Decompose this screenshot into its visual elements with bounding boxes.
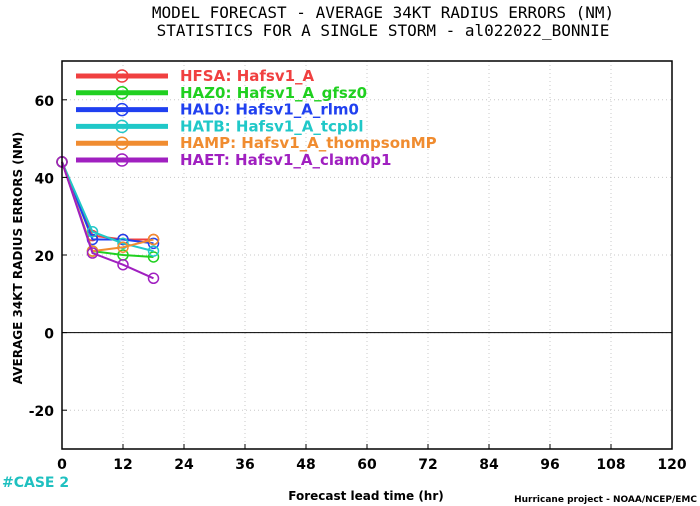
series-hamp [56, 156, 160, 257]
series-hfsa [56, 156, 160, 246]
legend-swatch-marker [115, 102, 129, 117]
legend-swatch-marker [115, 119, 129, 134]
series-line [61, 161, 154, 253]
legend-item: HAL0: Hafsv1_A_rlm0 [76, 101, 359, 119]
legend-item: HAET: Hafsv1_A_clam0p1 [76, 151, 391, 169]
x-tick-label: 120 [657, 457, 686, 473]
x-tick-label: 0 [57, 457, 67, 473]
series-haet [56, 156, 160, 285]
legend-label: HAL0: Hafsv1_A_rlm0 [180, 101, 359, 119]
data-point [117, 258, 129, 271]
x-tick-label: 72 [418, 457, 437, 473]
grid [61, 61, 673, 449]
x-tick-labels: 0 12 24 36 48 60 72 84 96 108 120 [57, 444, 687, 473]
x-tick-label: 84 [479, 457, 499, 473]
data-point [117, 237, 129, 250]
y-axis-label: AVERAGE 34KT RADIUS ERRORS (NM) [11, 132, 25, 384]
x-tick-label: 60 [357, 457, 377, 473]
legend-label: HATB: Hafsv1_A_tcpbl [180, 117, 364, 135]
series-line [61, 161, 154, 280]
chart-subtitle: STATISTICS FOR A SINGLE STORM - al022022… [157, 21, 610, 40]
legend-swatch-marker [115, 136, 129, 150]
data-point [86, 247, 99, 259]
x-tick-label: 108 [596, 457, 625, 473]
y-tick-label: 60 [35, 94, 55, 110]
case-label: #CASE 2 [2, 475, 69, 491]
legend-item: HAMP: Hafsv1_A_thompsonMP [76, 134, 437, 152]
credit-text: Hurricane project - NOAA/NCEP/EMC [514, 495, 697, 505]
series-haz0 [56, 156, 160, 263]
y-tick-label: 0 [44, 327, 54, 343]
chart-title: MODEL FORECAST - AVERAGE 34KT RADIUS ERR… [152, 3, 614, 22]
x-tick-label: 12 [113, 457, 132, 473]
y-tick-labels: -20 0 20 40 60 [29, 94, 67, 420]
data-point [117, 233, 129, 246]
data-point [147, 233, 160, 246]
data-point [147, 237, 160, 250]
series-layer [56, 156, 160, 285]
data-point [147, 251, 160, 263]
legend-swatch-marker [115, 153, 129, 167]
y-tick-label: 20 [35, 249, 55, 265]
data-point [147, 245, 160, 257]
x-tick-label: 96 [540, 457, 559, 473]
legend-swatch-marker [115, 69, 129, 83]
legend-label: HAZ0: Hafsv1_A_gfsz0 [180, 84, 367, 102]
legend-label: HAET: Hafsv1_A_clam0p1 [180, 151, 391, 169]
data-point [147, 272, 160, 285]
y-tick-label: -20 [29, 404, 55, 420]
x-tick-label: 36 [235, 457, 254, 473]
legend-label: HFSA: Hafsv1_A [180, 67, 315, 85]
y-tick-label: 40 [35, 171, 55, 187]
legend-swatch-marker [115, 86, 129, 100]
x-axis-label: Forecast lead time (hr) [288, 489, 444, 503]
series-line [61, 161, 154, 245]
legend-item: HAZ0: Hafsv1_A_gfsz0 [76, 84, 367, 102]
x-tick-label: 48 [296, 457, 315, 473]
legend-item: HATB: Hafsv1_A_tcpbl [76, 117, 364, 135]
data-point [86, 225, 99, 238]
data-point [117, 241, 129, 253]
series-hal0 [56, 156, 160, 250]
legend-label: HAMP: Hafsv1_A_thompsonMP [180, 134, 437, 152]
legend-item: HFSA: Hafsv1_A [76, 67, 315, 85]
x-tick-label: 24 [174, 457, 194, 473]
